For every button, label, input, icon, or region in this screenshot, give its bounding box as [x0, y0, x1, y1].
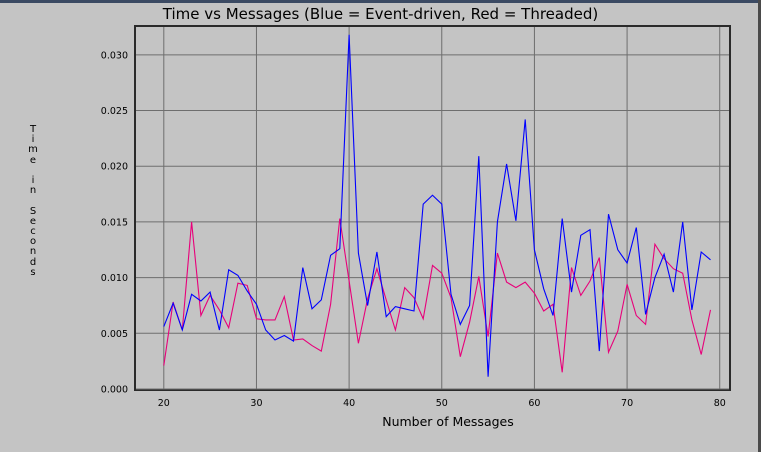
window-right-border — [758, 0, 761, 452]
window-top-border — [0, 0, 761, 3]
x-tick-label: 30 — [250, 398, 262, 409]
x-tick-label: 50 — [436, 398, 448, 409]
x-tick-label: 60 — [528, 398, 540, 409]
y-tick-label: 0.005 — [101, 329, 128, 340]
y-tick-label: 0.025 — [101, 106, 128, 117]
y-axis-ticks: 0.000 0.005 0.010 0.015 0.020 0.025 0.030 — [101, 50, 128, 395]
x-axis-ticks: 20 30 40 50 60 70 80 — [158, 398, 726, 409]
x-tick-label: 20 — [158, 398, 170, 409]
x-tick-label: 40 — [343, 398, 355, 409]
plot-area — [136, 27, 729, 389]
y-axis-label: T i m e i n S e c o n d s — [28, 124, 38, 278]
series-line — [163, 34, 711, 377]
y-tick-label: 0.030 — [101, 50, 128, 61]
gridlines — [136, 27, 729, 390]
series-lines — [163, 34, 712, 377]
y-tick-label: 0.015 — [101, 217, 128, 228]
chart-title: Time vs Messages (Blue = Event-driven, R… — [162, 5, 599, 23]
y-tick-label: 0.000 — [101, 385, 128, 396]
series-line — [163, 218, 712, 373]
y-tick-label: 0.010 — [101, 273, 128, 284]
x-tick-label: 80 — [714, 398, 726, 409]
x-tick-label: 70 — [621, 398, 633, 409]
y-tick-label: 0.020 — [101, 162, 128, 173]
x-axis-label: Number of Messages — [382, 414, 514, 429]
